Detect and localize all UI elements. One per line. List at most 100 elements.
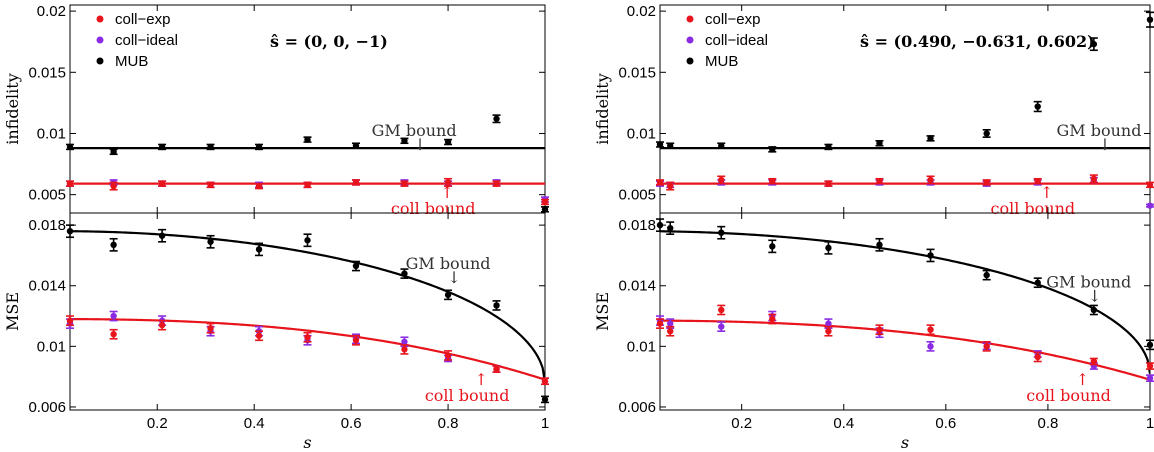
y-tick-label: 0.01 — [627, 125, 656, 142]
data-point — [1146, 362, 1154, 370]
x-tick-label: 0.4 — [833, 415, 854, 432]
data-point — [66, 180, 74, 187]
y-tick-label: 0.015 — [618, 64, 656, 81]
data-point — [983, 271, 990, 279]
data-point — [718, 229, 725, 236]
data-point — [304, 181, 311, 189]
data-point — [255, 332, 263, 339]
series-coll-ideal — [656, 176, 1154, 209]
data-point — [255, 246, 263, 253]
annotation-coll-bound: coll bound — [990, 199, 1075, 218]
series-coll-exp — [656, 304, 1154, 370]
state-vector-label: ŝ = (0, 0, −1) — [270, 32, 388, 51]
y-tick-label: 0.02 — [37, 3, 66, 20]
data-point — [493, 115, 500, 122]
y-tick-label: 0.014 — [28, 278, 66, 295]
y-tick-label: 0.006 — [28, 399, 66, 416]
data-point — [1034, 353, 1041, 361]
y-tick-label: 0.02 — [627, 3, 656, 20]
data-point — [1034, 279, 1041, 286]
y-tick-label: 0.018 — [28, 217, 66, 234]
data-point — [158, 321, 166, 329]
data-point — [876, 140, 883, 147]
annotation-gm-bound: GM bound — [1046, 272, 1131, 291]
data-point — [493, 365, 500, 373]
legend-label: coll−exp — [705, 11, 760, 28]
data-point — [493, 302, 500, 309]
y-tick-label: 0.006 — [618, 399, 656, 416]
data-point — [444, 138, 452, 146]
gm-bound-line — [70, 230, 545, 383]
y-axis-label: infidelity — [593, 73, 612, 145]
data-point — [444, 179, 452, 186]
data-point — [401, 270, 408, 277]
data-point — [541, 206, 549, 213]
legend-marker — [96, 36, 104, 44]
data-point — [825, 328, 832, 335]
annotation-coll-bound: coll bound — [1026, 386, 1111, 405]
data-point — [255, 143, 263, 151]
y-tick-label: 0.005 — [618, 187, 656, 204]
annotation-arrow: ↓ — [1088, 286, 1101, 305]
gm-bound-line — [660, 230, 1150, 374]
annotation-arrow: ↑ — [1040, 183, 1053, 202]
y-tick-label: 0.005 — [28, 187, 66, 204]
data-point — [110, 148, 117, 156]
data-point — [66, 143, 74, 151]
annotation-coll-bound: coll bound — [425, 386, 510, 405]
data-point — [1146, 202, 1154, 209]
legend-label: MUB — [115, 53, 148, 70]
data-point — [1090, 175, 1098, 182]
y-tick-label: 0.01 — [37, 125, 66, 142]
y-tick-label: 0.01 — [37, 338, 66, 355]
legend-marker — [686, 15, 694, 23]
legend: coll−exp coll−ideal MUB — [96, 11, 178, 70]
data-point — [158, 232, 166, 239]
annotation-arrow: ↑ — [474, 370, 487, 389]
series-mub — [656, 218, 1154, 351]
data-point — [825, 143, 832, 151]
annotation-gm-bound: GM bound — [406, 254, 491, 273]
data-point — [110, 182, 117, 190]
data-point — [656, 179, 664, 186]
data-point — [304, 136, 311, 143]
data-point — [304, 237, 311, 244]
legend-label: coll−ideal — [705, 32, 768, 49]
series-mub — [656, 11, 1154, 153]
data-point — [1090, 358, 1098, 365]
series-coll-exp — [656, 174, 1154, 191]
x-tick-label: 0.2 — [147, 415, 168, 432]
data-point — [444, 352, 452, 359]
data-point — [825, 320, 832, 327]
data-point — [718, 323, 725, 330]
data-point — [401, 137, 408, 145]
data-point — [1090, 306, 1098, 314]
annotation-coll-bound: coll bound — [391, 199, 476, 218]
y-axis-label: MSE — [3, 292, 22, 331]
x-tick-label: 1 — [541, 415, 549, 432]
data-point — [352, 337, 360, 344]
data-point — [667, 224, 674, 232]
data-point — [1146, 181, 1154, 189]
x-tick-label: 0.2 — [731, 415, 752, 432]
annotation-gm-bound: GM bound — [1056, 121, 1141, 140]
legend-label: MUB — [705, 53, 738, 70]
coll-bound-line — [70, 317, 545, 381]
data-point — [927, 135, 934, 142]
data-point — [401, 180, 408, 187]
x-tick-label: 0.8 — [438, 415, 459, 432]
data-point — [769, 315, 776, 323]
series-mub — [66, 114, 549, 213]
data-point — [207, 143, 214, 151]
data-point — [66, 227, 74, 235]
data-point — [769, 146, 776, 153]
data-point — [493, 180, 500, 187]
x-axis-label: s — [901, 433, 909, 452]
data-point — [718, 176, 725, 184]
data-point — [541, 378, 549, 385]
data-point — [110, 241, 117, 249]
data-point — [667, 328, 674, 335]
annotation-arrow: ↓ — [447, 268, 460, 287]
data-point — [1146, 374, 1154, 382]
